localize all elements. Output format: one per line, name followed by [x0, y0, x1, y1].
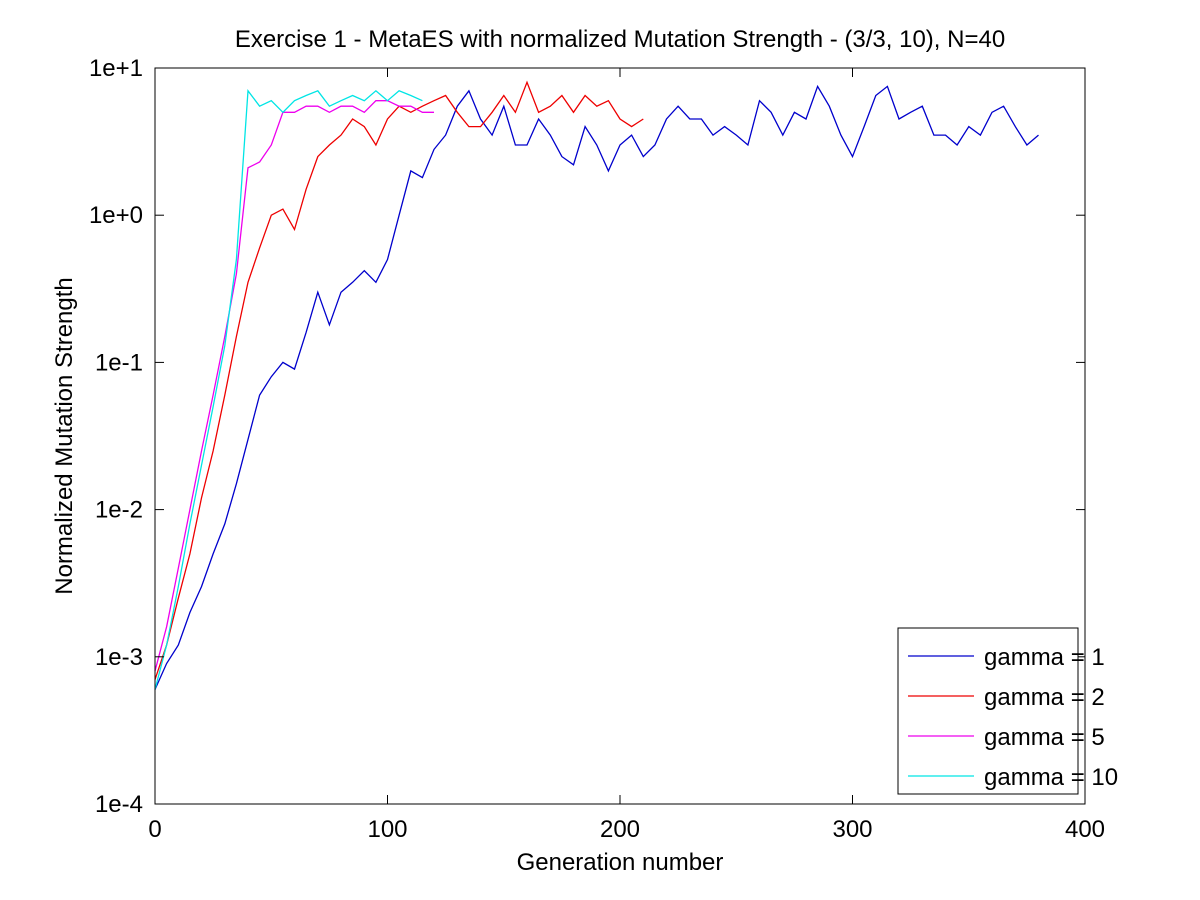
y-axis-label: Normalized Mutation Strength — [51, 277, 78, 594]
legend-label: gamma = 1 — [984, 644, 1105, 671]
x-tick-label: 200 — [600, 816, 640, 843]
y-tick-label: 1e-3 — [95, 644, 143, 671]
x-tick-label: 400 — [1065, 816, 1105, 843]
legend-label: gamma = 5 — [984, 724, 1105, 751]
y-tick-label: 1e+0 — [89, 202, 143, 229]
chart-title: Exercise 1 - MetaES with normalized Muta… — [235, 26, 1005, 53]
y-tick-label: 1e-4 — [95, 791, 143, 818]
x-tick-label: 100 — [367, 816, 407, 843]
y-tick-label: 1e-2 — [95, 497, 143, 524]
x-axis-label: Generation number — [517, 849, 724, 876]
legend-label: gamma = 2 — [984, 684, 1105, 711]
legend-label: gamma = 10 — [984, 764, 1118, 791]
y-tick-label: 1e+1 — [89, 55, 143, 82]
plot-lines — [154, 80, 1039, 690]
series-line — [154, 84, 1039, 690]
x-tick-label: 0 — [148, 816, 161, 843]
y-tick-label: 1e-1 — [95, 349, 143, 376]
legend: gamma = 1 gamma = 2 gamma = 5 gamma = 10 — [897, 627, 1118, 795]
series-line — [154, 80, 644, 680]
axis-ticks: 0 100 200 300 400 1e-4 1e-3 1e-2 1e-1 1e+0 1e+1 — [89, 55, 1105, 843]
series-line — [154, 89, 423, 690]
x-tick-label: 300 — [832, 816, 872, 843]
series-line — [154, 100, 434, 672]
